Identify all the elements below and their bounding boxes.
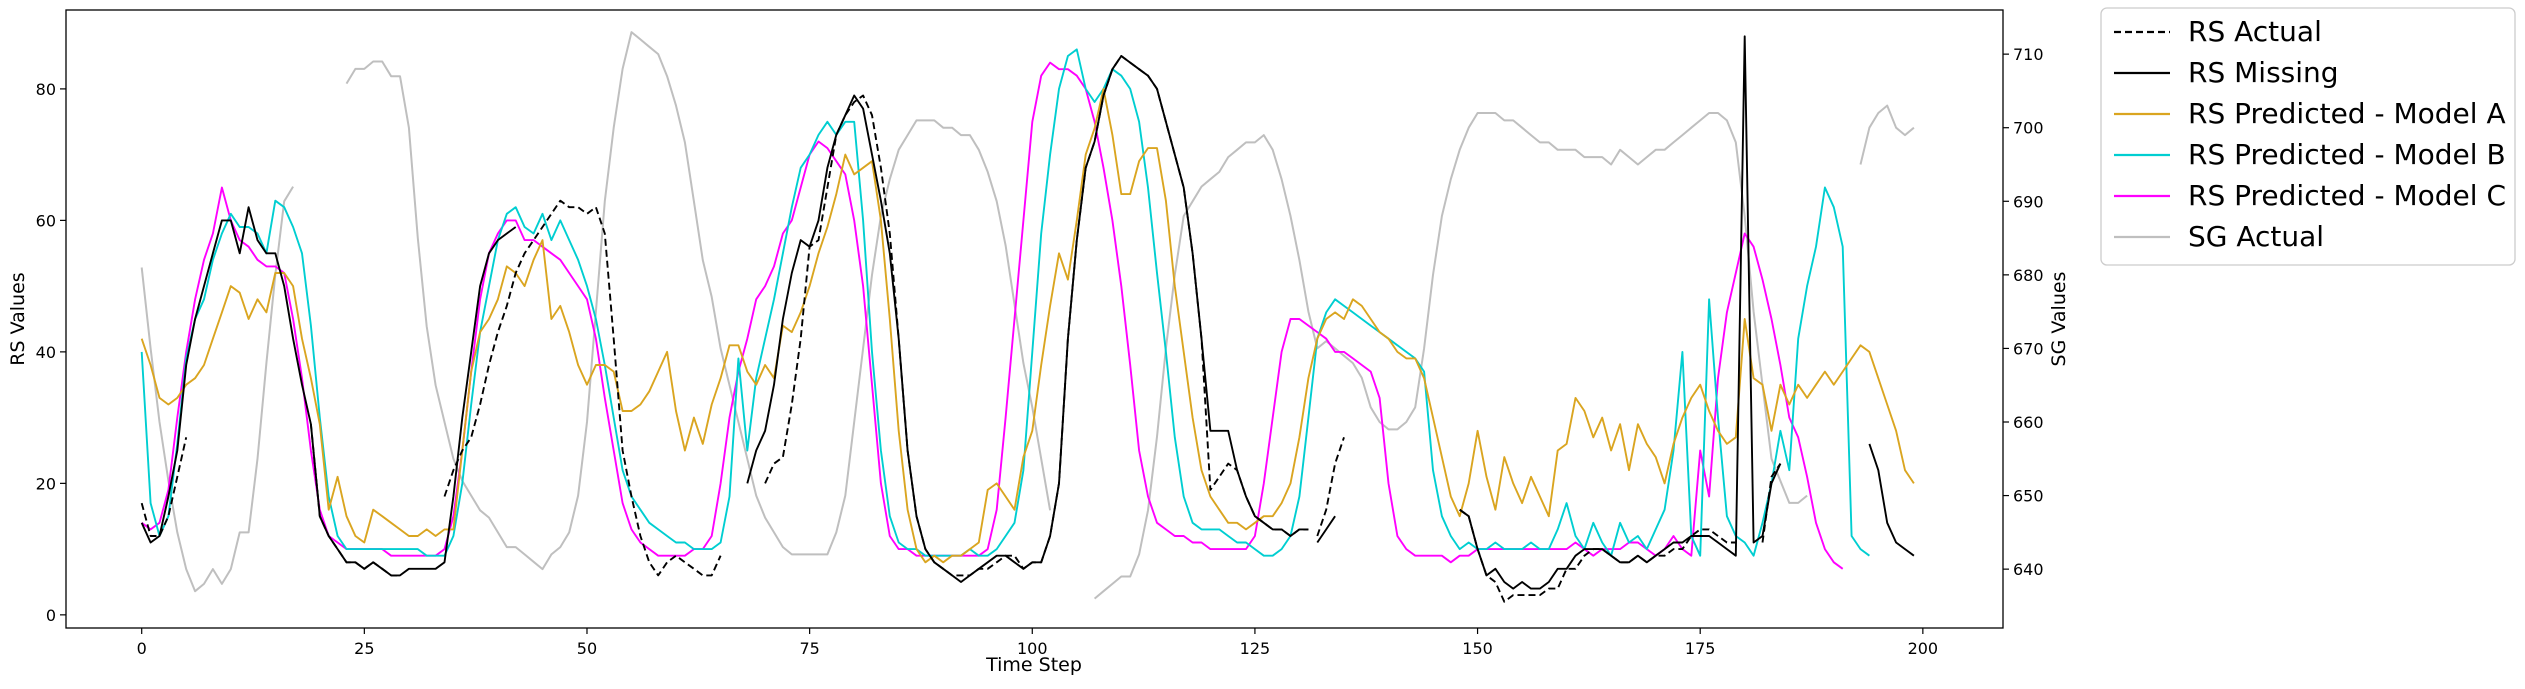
legend-label: RS Missing (2188, 56, 2339, 89)
legend-label: RS Predicted - Model B (2188, 138, 2506, 171)
y-left-tick-label: 20 (36, 474, 56, 493)
series-line-rs-missing (1459, 35, 1782, 590)
series-line-rs-actual (1459, 508, 1736, 603)
x-tick-label: 50 (577, 639, 597, 658)
y-left-tick-label: 0 (46, 606, 56, 625)
y-left-tick-label: 60 (36, 211, 56, 230)
series-line-rs-missing (1868, 443, 1915, 557)
y-axis-left: 0 20 40 60 80 (36, 80, 66, 625)
y-right-tick-label: 640 (2013, 560, 2044, 579)
y-right-tick-label: 670 (2013, 339, 2044, 358)
y-axis-right: 640 650 660 670 680 690 700 710 (2003, 45, 2044, 579)
legend: RS Actual RS Missing RS Predicted - Model … (2100, 7, 2516, 266)
series-line-rs-predicted-model-a (140, 87, 1915, 564)
series-line-rs-actual (443, 199, 722, 577)
series-line-sg-actual (1859, 104, 1915, 165)
y-right-tick-label: 710 (2013, 45, 2044, 64)
x-tick-label: 25 (354, 639, 374, 658)
legend-label: RS Actual (2188, 15, 2322, 48)
y-axis-right-label: SG Values (2048, 272, 2070, 367)
plot-frame (65, 9, 2004, 629)
series-line-sg-actual (140, 186, 294, 593)
x-tick-label: 200 (1908, 639, 1939, 658)
x-axis: 0 25 50 75 100 125 150 175 200 (137, 628, 1939, 658)
legend-label: RS Predicted - Model C (2188, 179, 2506, 212)
y-right-tick-label: 650 (2013, 487, 2044, 506)
series-line-rs-missing (1316, 515, 1336, 544)
x-tick-label: 0 (137, 639, 147, 658)
series-line-rs-actual (764, 55, 1309, 577)
y-right-tick-label: 700 (2013, 119, 2044, 138)
y-axis-left-label: RS Values (7, 272, 29, 365)
y-left-tick-label: 80 (36, 80, 56, 99)
series-line-rs-actual (309, 424, 400, 577)
legend-box (2100, 7, 2516, 266)
series-line-rs-actual (1316, 436, 1345, 537)
x-tick-label: 150 (1462, 639, 1493, 658)
series-line-rs-predicted-model-b (140, 48, 1870, 557)
x-tick-label: 125 (1240, 639, 1271, 658)
y-right-tick-label: 660 (2013, 413, 2044, 432)
x-axis-label: Time Step (985, 654, 1082, 676)
legend-label: RS Predicted - Model A (2188, 97, 2506, 130)
series-line-sg-actual (345, 31, 1052, 571)
y-left-tick-label: 40 (36, 343, 56, 362)
series-line-rs-actual (1761, 463, 1782, 543)
series-layer (140, 31, 1915, 603)
x-tick-label: 100 (1017, 639, 1048, 658)
series-line-rs-actual (140, 437, 188, 537)
series-line-rs-predicted-model-c (141, 61, 1844, 570)
y-right-tick-label: 690 (2013, 192, 2044, 211)
legend-label: SG Actual (2188, 220, 2324, 253)
x-tick-label: 75 (799, 639, 819, 658)
x-tick-label: 175 (1685, 639, 1716, 658)
y-right-tick-label: 680 (2013, 266, 2044, 285)
series-line-sg-actual (1093, 112, 1808, 600)
series-line-rs-missing (140, 206, 517, 577)
series-line-rs-missing (746, 55, 1309, 583)
